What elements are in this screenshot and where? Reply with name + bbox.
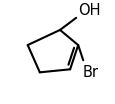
Text: Br: Br — [82, 65, 97, 80]
Text: OH: OH — [78, 3, 100, 18]
